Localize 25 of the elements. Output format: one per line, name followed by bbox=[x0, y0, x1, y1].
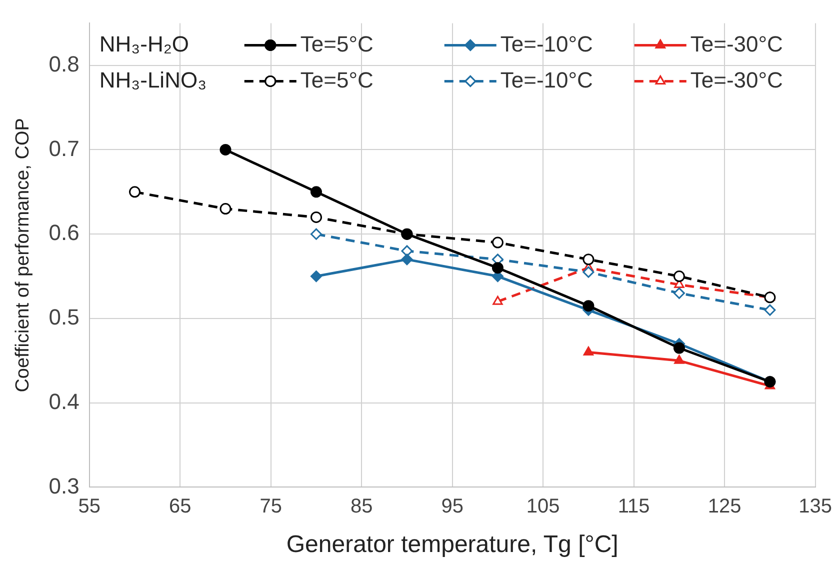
x-tick-label: 75 bbox=[260, 496, 282, 518]
y-tick-label: 0.8 bbox=[48, 51, 80, 76]
y-tick-label: 0.5 bbox=[48, 304, 80, 330]
x-tick-label: 105 bbox=[526, 496, 560, 518]
legend-label: Te=5°C bbox=[300, 31, 374, 56]
legend-label: Te=5°C bbox=[300, 67, 374, 92]
y-tick-label: 0.7 bbox=[48, 136, 80, 161]
legend-label: Te=-10°C bbox=[500, 67, 594, 92]
x-tick-label: 95 bbox=[441, 496, 464, 518]
x-tick-label: 55 bbox=[78, 496, 101, 518]
y-tick-label: 0.3 bbox=[48, 473, 80, 498]
legend-label: Te=-30°C bbox=[690, 67, 784, 92]
y-axis-title: Coefficient of performance, COP bbox=[12, 118, 34, 392]
x-axis-title: Generator temperature, Tg [°C] bbox=[286, 531, 618, 558]
x-tick-label: 135 bbox=[798, 496, 832, 518]
x-tick-label: 65 bbox=[169, 496, 192, 518]
x-tick-label: 85 bbox=[350, 496, 373, 518]
legend-label: Te=-10°C bbox=[500, 31, 594, 56]
y-tick-label: 0.6 bbox=[48, 220, 80, 246]
legend-label: Te=-30°C bbox=[690, 31, 784, 56]
annotation: NH₃-H₂O bbox=[99, 31, 189, 56]
x-tick-label: 125 bbox=[708, 496, 742, 518]
annotation: NH₃-LiNO₃ bbox=[99, 67, 207, 92]
y-tick-label: 0.4 bbox=[48, 388, 80, 414]
x-tick-label: 115 bbox=[618, 496, 650, 518]
